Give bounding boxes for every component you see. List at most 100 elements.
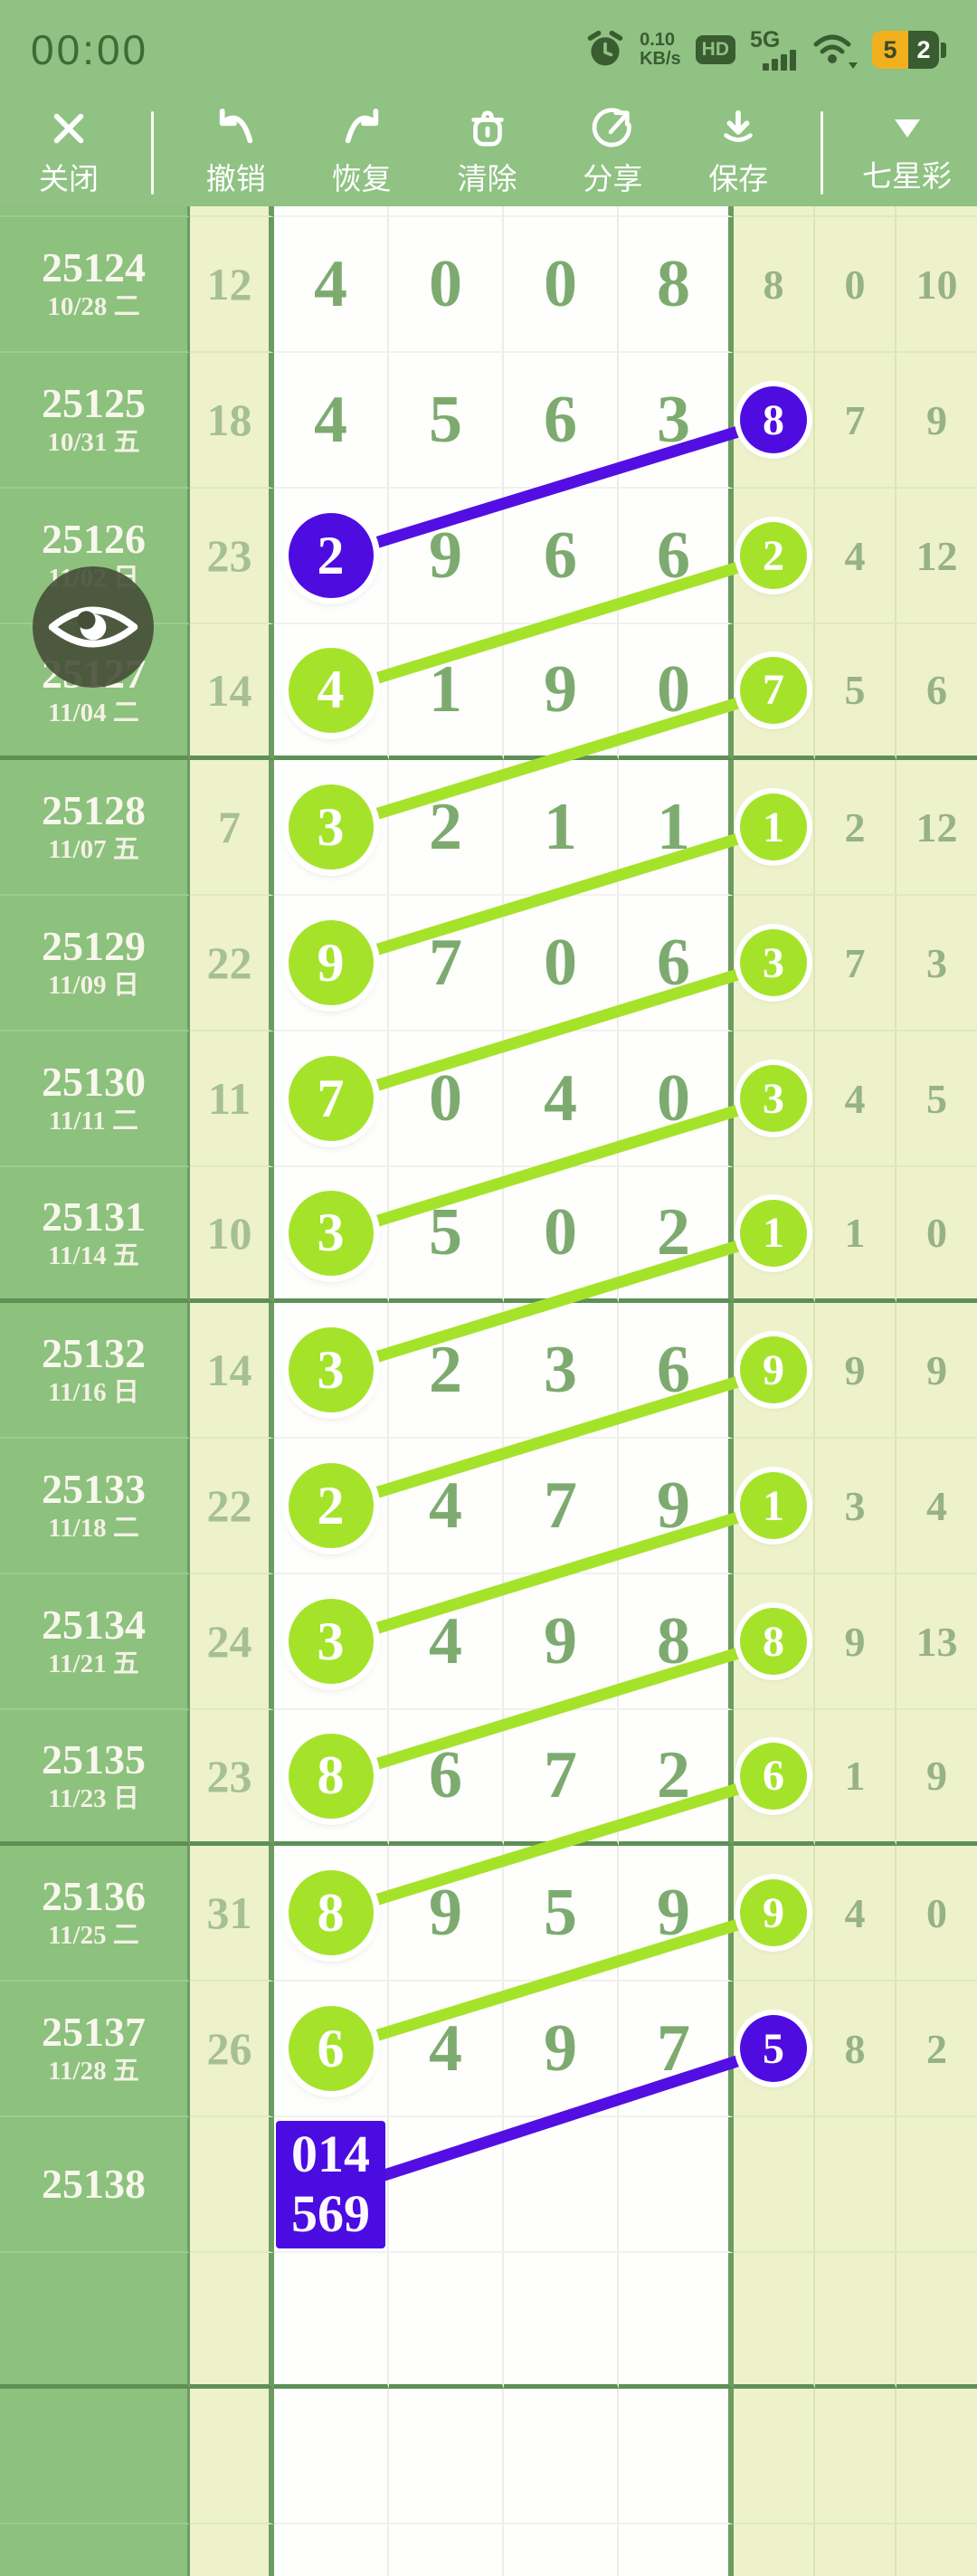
tail-cell[interactable]: 8: [734, 353, 815, 489]
digit-cell[interactable]: 0: [619, 624, 734, 760]
tail-cell[interactable]: [734, 2524, 815, 2576]
sum-cell[interactable]: [190, 2117, 274, 2253]
digit-cell[interactable]: [389, 206, 504, 217]
sum-cell[interactable]: 23: [190, 489, 274, 624]
tail-cell[interactable]: 5: [896, 1031, 977, 1167]
digit-cell[interactable]: 6: [619, 489, 734, 624]
sum-cell[interactable]: 26: [190, 1982, 274, 2117]
tail-cell[interactable]: 8: [734, 1574, 815, 1710]
tail-cell[interactable]: 5: [815, 624, 896, 760]
sum-cell[interactable]: 18: [190, 353, 274, 489]
tail-cell[interactable]: 0: [896, 1846, 977, 1982]
digit-cell[interactable]: 8: [619, 1574, 734, 1710]
tail-cell[interactable]: [734, 2253, 815, 2389]
digit-cell[interactable]: 3: [274, 1574, 389, 1710]
sum-cell[interactable]: 12: [190, 217, 274, 353]
tail-cell[interactable]: 9: [734, 1303, 815, 1439]
tail-cell[interactable]: [896, 206, 977, 217]
digit-cell[interactable]: 7: [504, 1439, 619, 1574]
digit-cell[interactable]: 6: [504, 489, 619, 624]
digit-cell[interactable]: 6: [619, 1303, 734, 1439]
digit-cell[interactable]: 2: [274, 489, 389, 624]
digit-cell[interactable]: [274, 206, 389, 217]
digit-cell[interactable]: 4: [389, 1982, 504, 2117]
digit-cell[interactable]: 9: [389, 1846, 504, 1982]
digit-cell[interactable]: [504, 206, 619, 217]
digit-cell[interactable]: [619, 2524, 734, 2576]
tail-cell[interactable]: 2: [896, 1982, 977, 2117]
tail-cell[interactable]: 4: [896, 1439, 977, 1574]
tail-cell[interactable]: [734, 2389, 815, 2524]
tail-cell[interactable]: 9: [896, 1303, 977, 1439]
redo-button[interactable]: 恢复: [318, 108, 405, 198]
digit-cell[interactable]: 7: [619, 1982, 734, 2117]
sum-cell[interactable]: [190, 206, 274, 217]
digit-cell[interactable]: [504, 2524, 619, 2576]
digit-cell[interactable]: 9: [274, 896, 389, 1031]
sum-cell[interactable]: [190, 2253, 274, 2389]
digit-cell[interactable]: 8: [274, 1846, 389, 1982]
digit-cell[interactable]: 9: [504, 624, 619, 760]
digit-cell[interactable]: 1: [504, 760, 619, 896]
close-button[interactable]: 关闭: [25, 108, 112, 198]
tail-cell[interactable]: 1: [734, 760, 815, 896]
tail-cell[interactable]: 4: [815, 1031, 896, 1167]
tail-cell[interactable]: 7: [815, 896, 896, 1031]
sum-cell[interactable]: 23: [190, 1710, 274, 1846]
tail-cell[interactable]: 0: [896, 1167, 977, 1303]
tail-cell[interactable]: [896, 2253, 977, 2389]
clear-button[interactable]: 清除: [444, 108, 531, 198]
digit-cell[interactable]: [389, 2389, 504, 2524]
tail-cell[interactable]: 6: [734, 1710, 815, 1846]
digit-cell[interactable]: 4: [389, 1574, 504, 1710]
sum-cell[interactable]: [190, 2524, 274, 2576]
sum-cell[interactable]: 14: [190, 624, 274, 760]
tail-cell[interactable]: [815, 2524, 896, 2576]
tail-cell[interactable]: [896, 2117, 977, 2253]
lottery-type-selector[interactable]: 七星彩: [862, 110, 952, 195]
tail-cell[interactable]: [734, 206, 815, 217]
digit-cell[interactable]: [504, 2389, 619, 2524]
digit-cell[interactable]: 3: [274, 1167, 389, 1303]
digit-cell[interactable]: [389, 2117, 504, 2253]
digit-cell[interactable]: 9: [619, 1846, 734, 1982]
digit-cell[interactable]: 3: [504, 1303, 619, 1439]
digit-cell[interactable]: 8: [274, 1710, 389, 1846]
tail-cell[interactable]: [815, 2117, 896, 2253]
digit-cell[interactable]: [504, 2253, 619, 2389]
tail-cell[interactable]: 9: [815, 1303, 896, 1439]
digit-cell[interactable]: 9: [389, 489, 504, 624]
digit-cell[interactable]: [504, 2117, 619, 2253]
sum-cell[interactable]: 7: [190, 760, 274, 896]
tail-cell[interactable]: 9: [896, 353, 977, 489]
digit-cell[interactable]: [389, 2524, 504, 2576]
tail-cell[interactable]: 9: [896, 1710, 977, 1846]
tail-cell[interactable]: 6: [896, 624, 977, 760]
digit-cell[interactable]: [389, 2253, 504, 2389]
digit-cell[interactable]: 5: [504, 1846, 619, 1982]
digit-cell[interactable]: 2: [389, 760, 504, 896]
tail-cell[interactable]: 7: [734, 624, 815, 760]
digit-cell[interactable]: [274, 2524, 389, 2576]
digit-cell[interactable]: 3: [274, 1303, 389, 1439]
digit-cell[interactable]: 2: [619, 1710, 734, 1846]
digit-cell[interactable]: 5: [389, 1167, 504, 1303]
tail-cell[interactable]: 2: [734, 489, 815, 624]
sum-cell[interactable]: 22: [190, 1439, 274, 1574]
digit-cell[interactable]: 3: [274, 760, 389, 896]
digit-cell[interactable]: 6: [389, 1710, 504, 1846]
digit-cell[interactable]: 4: [274, 624, 389, 760]
tail-cell[interactable]: [896, 2524, 977, 2576]
tail-cell[interactable]: 13: [896, 1574, 977, 1710]
tail-cell[interactable]: 8: [734, 217, 815, 353]
sum-cell[interactable]: 24: [190, 1574, 274, 1710]
digit-cell[interactable]: 0: [504, 217, 619, 353]
tail-cell[interactable]: 7: [815, 353, 896, 489]
sum-cell[interactable]: 22: [190, 896, 274, 1031]
digit-cell[interactable]: 0: [389, 1031, 504, 1167]
tail-cell[interactable]: [815, 2253, 896, 2389]
tail-cell[interactable]: 9: [815, 1574, 896, 1710]
digit-cell[interactable]: 1: [389, 624, 504, 760]
tail-cell[interactable]: 5: [734, 1982, 815, 2117]
digit-cell[interactable]: 0: [504, 1167, 619, 1303]
